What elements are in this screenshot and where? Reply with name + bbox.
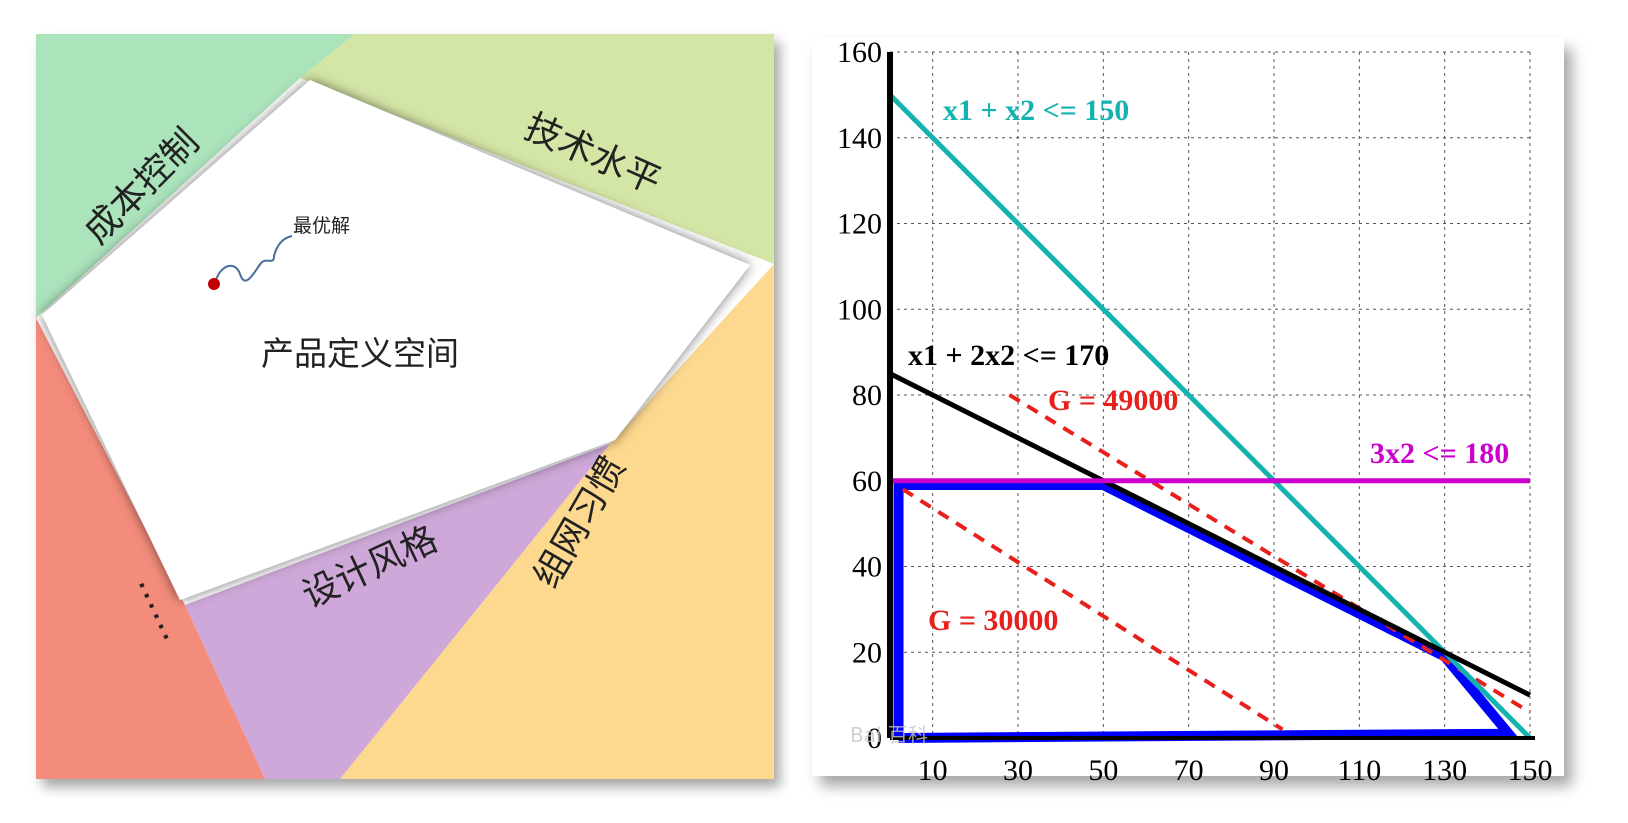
y-tick-label-8: 160 bbox=[837, 36, 882, 69]
x-tick-label-5: 110 bbox=[1337, 754, 1381, 787]
objective-label-1: G = 49000 bbox=[1048, 384, 1178, 417]
x-tick-label-2: 50 bbox=[1088, 754, 1118, 787]
y-tick-label-6: 120 bbox=[837, 208, 882, 241]
y-tick-label-5: 100 bbox=[837, 293, 882, 326]
objective-label-2: G = 30000 bbox=[928, 604, 1058, 637]
y-tick-label-4: 80 bbox=[852, 379, 882, 412]
x-tick-label-0: 10 bbox=[918, 754, 948, 787]
x-tick-label-3: 70 bbox=[1174, 754, 1204, 787]
y-tick-label-2: 40 bbox=[852, 551, 882, 584]
y-tick-label-1: 20 bbox=[852, 636, 882, 669]
x-tick-label-1: 30 bbox=[1003, 754, 1033, 787]
y-tick-label-3: 60 bbox=[852, 465, 882, 498]
x-tick-label-7: 150 bbox=[1508, 754, 1553, 787]
y-tick-label-7: 140 bbox=[837, 122, 882, 155]
x-tick-label-6: 130 bbox=[1422, 754, 1467, 787]
x-tick-label-4: 90 bbox=[1259, 754, 1289, 787]
watermark: Bai 百科 bbox=[850, 723, 928, 747]
constraint-label-3: 3x2 <= 180 bbox=[1370, 437, 1509, 470]
constraint-label-1: x1 + x2 <= 150 bbox=[943, 94, 1129, 127]
constraint-label-2: x1 + 2x2 <= 170 bbox=[908, 339, 1109, 372]
